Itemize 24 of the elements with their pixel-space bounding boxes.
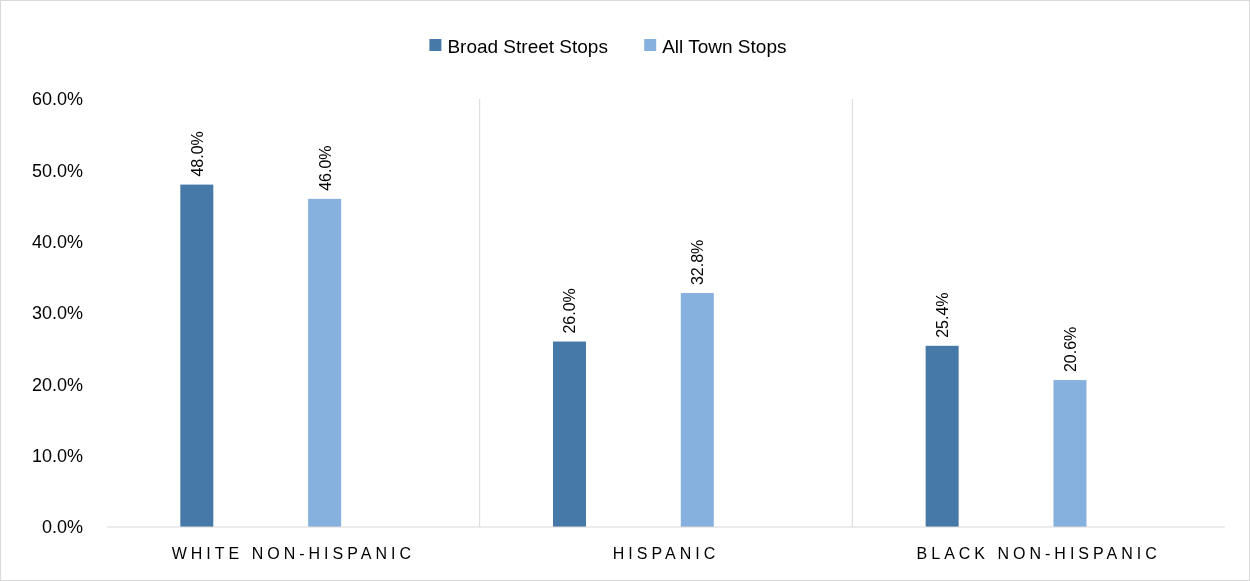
data-label: 46.0% [316,145,334,191]
bar [552,341,586,527]
bar [1053,380,1087,527]
bar [180,184,214,527]
x-tick-label: WHITE NON-HISPANIC [171,545,415,562]
bar [308,198,342,527]
y-tick-label: 0.0% [41,517,83,538]
bar [680,293,714,527]
x-tick-label: HISPANIC [612,545,720,562]
y-tick-label: 50.0% [31,160,83,181]
y-tick-label: 10.0% [31,445,83,466]
data-label: 26.0% [561,288,579,334]
data-label: 25.4% [934,292,952,338]
legend-label: Broad Street Stops [447,35,608,57]
y-tick-label: 30.0% [31,303,83,324]
data-label: 32.8% [689,239,707,286]
data-label: 20.6% [1061,326,1079,373]
y-tick-label: 20.0% [31,374,83,395]
data-label: 48.0% [188,131,206,177]
y-tick-label: 40.0% [31,231,83,252]
x-tick-label: BLACK NON-HISPANIC [916,545,1161,562]
y-tick-label: 60.0% [31,89,83,110]
legend-label: All Town Stops [662,35,787,57]
bar [925,345,959,527]
